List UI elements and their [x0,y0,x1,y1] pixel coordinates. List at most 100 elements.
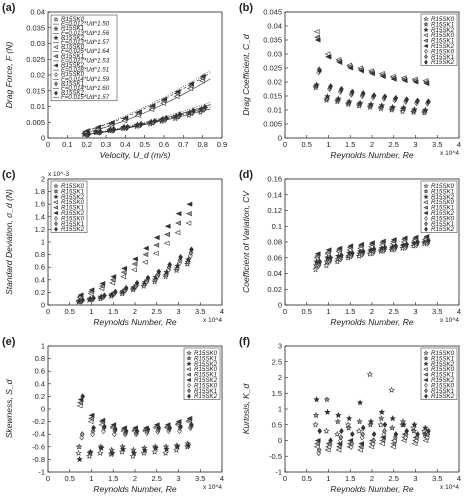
legend-label: R15SK2 [431,43,455,50]
y-tick-label: 0.04 [30,8,45,17]
legend-label: R15SK2 [431,210,455,217]
fit-curve [82,101,211,136]
data-point [312,421,319,428]
legend-marker [186,355,192,361]
y-tick-label: 0 [41,134,45,143]
data-point [393,431,399,438]
y-tick-label: 0.4 [35,379,45,388]
legend-marker [53,63,58,68]
data-point [324,93,331,100]
data-point [108,449,116,456]
data-point [110,274,117,280]
x-tick-label: 0 [283,474,287,483]
legend-marker [54,81,58,87]
legend-label: R15SK2 [61,210,85,217]
legend-label: F=0.014*Ud^1.59 [61,76,110,83]
legend-marker [53,25,59,31]
data-point [357,444,364,450]
x-tick-label: 1 [89,307,93,316]
x-tick-label: 2.5 [389,307,399,316]
data-point [191,107,196,114]
legend-label: R15SK0 [61,215,85,222]
data-point [142,252,149,258]
data-point [174,89,181,95]
legend-marker [423,350,429,356]
legend-marker [54,72,58,78]
x-tick-label: 2.5 [152,474,162,483]
data-point [80,393,86,400]
data-point [390,237,397,243]
x-tick-label: 3.5 [195,307,205,316]
y-tick-label: -0.8 [32,455,45,464]
legend-label: R15SK1 [431,355,454,362]
x-multiplier-label: x 10^4 [203,484,222,491]
legend-label: F=0.027*Ud^1.53 [61,57,110,64]
data-point [189,421,194,428]
data-point [336,59,343,65]
data-point [423,80,430,86]
x-tick-label: 4 [457,474,461,483]
y-tick-label: 0.03 [30,39,45,48]
x-tick-label: 4 [457,140,461,149]
data-point [382,427,387,435]
data-point [325,54,332,60]
y-tick-label: 0.02 [267,78,282,87]
data-point [404,241,410,248]
y-tick-label: 2 [41,175,45,184]
data-point [188,81,195,87]
legend-label: R15SK1 [431,388,454,395]
data-point [382,93,388,100]
y-tick-label: 2.5 [272,357,282,366]
data-point [328,437,333,444]
data-point [164,231,171,237]
y-tick-label: -1 [38,468,45,477]
data-point [380,238,386,244]
data-point [97,449,104,456]
x-tick-label: 3 [176,474,180,483]
data-point [317,258,323,265]
data-point [178,423,183,430]
x-tick-label: 0.5 [302,474,312,483]
data-point [367,101,375,108]
data-point [121,265,128,272]
y-tick-label: 0.12 [267,206,282,215]
data-point [347,243,354,249]
data-point [324,408,331,415]
data-point [75,449,82,456]
x-tick-label: 2.5 [389,474,399,483]
data-point [317,67,323,74]
y-axis-label: Kurtosis, K_d [241,383,251,434]
x-axis-label: Reynolds Number, Re [330,150,413,160]
data-point [79,431,85,438]
data-point [91,424,96,431]
data-point [87,448,94,455]
data-point [313,81,320,88]
legend-marker [186,377,191,383]
data-point [99,417,106,423]
chart-svg-c: 0 0.5 1 1.5 2 2.5 3 3.5 4 0 0.2 0.4 0.6 0.8 1 1.2 1.4 1.6… [2,169,224,327]
data-point [349,440,355,447]
data-point [323,396,331,403]
data-point [338,434,344,441]
x-tick-label: 0 [46,307,50,316]
legend-marker [424,221,428,227]
data-point [393,94,399,102]
y-tick-label: 0.08 [267,238,282,247]
legend-label: R15SK2 [194,377,218,384]
legend-label: R15SK1 [431,38,454,45]
chart-svg-f: 0 0.5 1 1.5 2 2.5 3 3.5 4-1-0.500.511.522.53Reyn… [239,336,461,494]
y-tick-label: -0.5 [269,452,282,461]
x-tick-label: 3.5 [432,307,442,316]
legend-label: R15SK2 [431,194,455,201]
data-point [186,211,192,217]
legend-label: R15SK2 [431,393,455,400]
x-tick-label: 2.5 [152,307,162,316]
data-point [90,431,95,438]
y-tick-label: 0.5 [272,420,282,429]
panel-label: (c) [2,169,16,181]
y-tick-label: 0.02 [267,285,282,294]
data-point [404,427,410,435]
legend-label: F=0.015*Ud^1.57 [61,94,110,101]
legend-label: F=0.012*Ud^1.50 [61,21,110,28]
legend-marker [54,215,58,221]
